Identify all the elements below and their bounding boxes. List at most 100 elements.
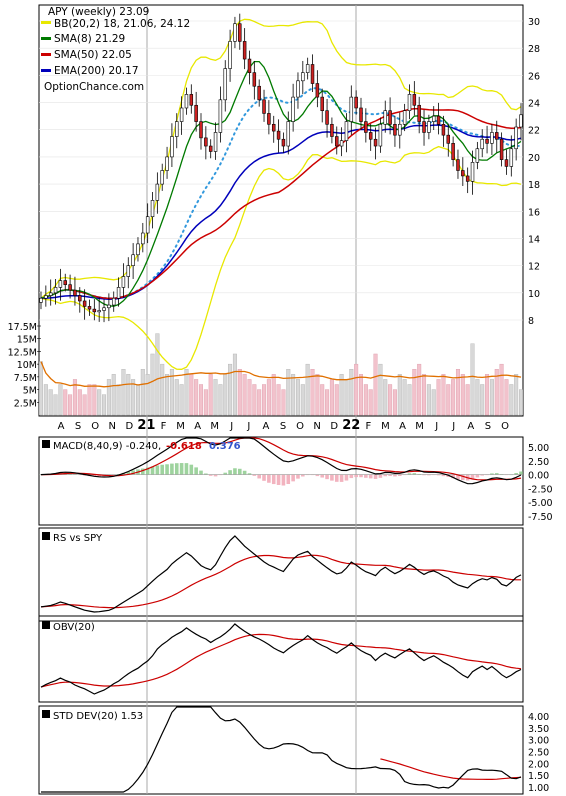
macd-tick-label: -2.50 bbox=[528, 484, 553, 495]
macd-histogram-bar bbox=[296, 474, 300, 479]
candle-body bbox=[286, 121, 291, 147]
candle-body bbox=[126, 265, 131, 277]
candle-body bbox=[422, 121, 426, 133]
macd-histogram-bar bbox=[364, 474, 368, 478]
volume-bar bbox=[494, 369, 499, 416]
macd-histogram-bar bbox=[267, 474, 271, 483]
candle-body bbox=[301, 72, 305, 82]
macd-histogram-bar bbox=[160, 464, 165, 475]
candle-body bbox=[97, 310, 101, 313]
candle-body bbox=[107, 304, 111, 309]
macd-histogram-bar bbox=[242, 470, 247, 475]
macd-histogram-bar bbox=[475, 474, 480, 478]
volume-bar bbox=[344, 379, 349, 416]
macd-histogram-bar bbox=[281, 474, 286, 486]
price-tick-label: 12 bbox=[528, 262, 540, 273]
volume-bar bbox=[257, 389, 262, 416]
x-axis-label: J bbox=[229, 421, 233, 432]
macd-histogram-bar bbox=[456, 474, 460, 480]
legend-swatch-sma50 bbox=[41, 53, 51, 56]
bollinger-upper-band bbox=[40, 18, 522, 299]
candle-body bbox=[427, 121, 431, 133]
volume-bar bbox=[223, 374, 228, 416]
candle-body bbox=[490, 132, 494, 144]
obv-label: OBV(20) bbox=[53, 622, 95, 633]
candle-body bbox=[305, 64, 310, 73]
x-axis-label: D bbox=[125, 421, 133, 432]
macd-histogram-bar bbox=[359, 474, 363, 478]
macd-histogram-bar bbox=[276, 474, 281, 485]
x-axis-label: M bbox=[415, 421, 424, 432]
legend-swatch-sma8 bbox=[41, 37, 51, 40]
candle-body bbox=[179, 107, 184, 122]
x-axis-label: N bbox=[108, 421, 115, 432]
candle-body bbox=[461, 170, 465, 177]
candle-body bbox=[218, 99, 223, 133]
macd-histogram-bar bbox=[407, 473, 412, 475]
x-axis-label: F bbox=[161, 421, 167, 432]
volume-bar bbox=[169, 369, 174, 416]
price-tick-label: 20 bbox=[528, 153, 540, 164]
candle-body bbox=[145, 216, 150, 234]
candle-body bbox=[213, 132, 218, 152]
std-label: STD DEV(20) 1.53 bbox=[53, 711, 143, 722]
volume-bar bbox=[135, 384, 140, 416]
rs-line bbox=[40, 535, 522, 613]
volume-bar bbox=[339, 374, 344, 416]
candle-body bbox=[398, 123, 402, 136]
candle-body bbox=[53, 287, 58, 294]
volume-bar bbox=[208, 374, 213, 416]
candle-body bbox=[136, 243, 140, 256]
macd-histogram-bar bbox=[388, 474, 392, 477]
candle-body bbox=[417, 104, 421, 122]
candle-body bbox=[325, 110, 329, 125]
x-axis-label: S bbox=[75, 421, 81, 432]
x-axis-label: O bbox=[501, 421, 509, 432]
candle-body bbox=[330, 123, 334, 137]
macd-histogram-bar bbox=[334, 474, 339, 482]
macd-histogram-bar bbox=[383, 474, 388, 477]
macd-histogram-bar bbox=[228, 470, 232, 475]
candle-body bbox=[509, 148, 514, 167]
macd-histogram-bar bbox=[247, 473, 252, 475]
candle-body bbox=[242, 41, 247, 60]
std-tick-label: 4.00 bbox=[528, 712, 549, 723]
macd-value-b: 0.376 bbox=[209, 441, 241, 452]
volume-tick-label: 15M bbox=[17, 335, 37, 346]
volume-bar bbox=[237, 369, 242, 416]
volume-bar bbox=[92, 384, 97, 416]
candle-body bbox=[344, 121, 349, 141]
candle-body bbox=[281, 138, 286, 147]
std-panel-frame bbox=[38, 705, 524, 795]
rs-panel-frame bbox=[38, 527, 524, 622]
macd-histogram-bar bbox=[480, 474, 485, 476]
macd-signal-line bbox=[41, 437, 522, 481]
candle-body bbox=[58, 280, 63, 288]
macd-tick-label: 2.50 bbox=[528, 457, 549, 468]
volume-bar bbox=[499, 363, 504, 416]
rs-legend-swatch bbox=[42, 532, 50, 540]
std-legend-swatch bbox=[42, 710, 50, 718]
candle-body bbox=[194, 104, 198, 122]
candle-body bbox=[339, 140, 344, 147]
volume-bar bbox=[519, 389, 524, 416]
candle-body bbox=[446, 134, 451, 144]
volume-bar bbox=[412, 369, 417, 416]
macd-histogram-bar bbox=[349, 474, 354, 479]
macd-tick-label: -7.50 bbox=[528, 512, 553, 523]
volume-bar bbox=[383, 379, 388, 416]
volume-bar bbox=[63, 389, 68, 416]
obv-average-line bbox=[40, 633, 522, 688]
macd-histogram-bar bbox=[68, 473, 72, 475]
volume-bar bbox=[422, 374, 427, 416]
macd-histogram-bar bbox=[519, 471, 523, 475]
volume-bar bbox=[271, 374, 276, 416]
macd-histogram-bar bbox=[204, 473, 208, 475]
x-axis-label: D bbox=[330, 421, 338, 432]
volume-bar bbox=[189, 374, 194, 416]
candle-body bbox=[228, 41, 232, 69]
std-tick-label: 3.00 bbox=[528, 736, 549, 747]
macd-histogram-bar bbox=[233, 468, 237, 475]
chart-title: APY (weekly) 23.09 bbox=[48, 6, 149, 18]
volume-bar bbox=[165, 374, 170, 416]
